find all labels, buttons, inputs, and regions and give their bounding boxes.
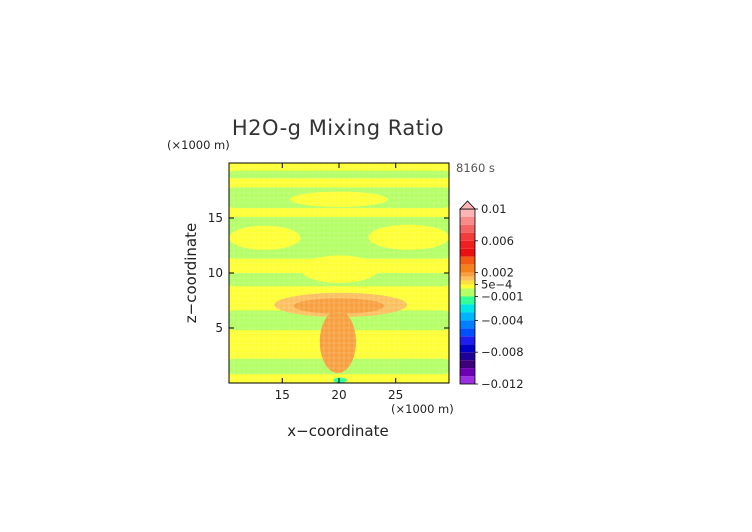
colorbar-tick-label: 0.006 — [481, 234, 514, 248]
colorbar-tick-label: −0.004 — [481, 313, 524, 327]
colorbar-level — [460, 320, 475, 329]
time-label: 8160 s — [456, 161, 495, 175]
colorbar-level — [460, 344, 475, 353]
colorbar-level — [460, 272, 475, 277]
colorbar-level — [460, 256, 475, 265]
colorbar-level — [460, 264, 475, 273]
y-tick-label: 5 — [215, 321, 223, 335]
colorbar-level — [460, 280, 475, 285]
colorbar-level — [460, 336, 475, 345]
x-tick-label: 15 — [275, 388, 290, 402]
colorbar-level — [460, 296, 475, 305]
x-axis: 15 20 25 — [275, 163, 403, 402]
colorbar-tick-label: 0.01 — [481, 202, 507, 216]
colorbar-level — [460, 312, 475, 321]
x-tick-label: 25 — [388, 388, 403, 402]
field-region-yellow-lens-middle-right — [368, 224, 449, 250]
colorbar-level — [460, 376, 475, 384]
colorbar-level — [460, 368, 475, 377]
y-tick-label: 10 — [208, 266, 223, 280]
field-region-orange-column — [319, 310, 357, 374]
colorbar-extend-triangle — [459, 200, 476, 210]
field-region-yellow-lens-lower — [300, 255, 379, 283]
colorbar-level — [460, 304, 475, 313]
field-region-orange-anvil-core — [293, 298, 385, 314]
field-regions — [229, 170, 449, 383]
field-grid-texture — [229, 163, 449, 383]
colorbar-tick-label: 0.002 — [481, 266, 514, 280]
colorbar-level — [460, 232, 475, 241]
colorbar-level — [460, 352, 475, 361]
colorbar-tick-label: −0.001 — [481, 290, 524, 304]
y-axis: 5 10 15 — [208, 211, 449, 335]
colorbar-level — [460, 284, 475, 289]
colorbar-level — [460, 328, 475, 337]
x-axis-label: x−coordinate — [287, 422, 388, 440]
y-tick-label: 15 — [208, 211, 223, 225]
colorbar-level — [460, 209, 475, 217]
chart-title: H2O-g Mixing Ratio — [232, 116, 444, 140]
field-region-yellow-lens-middle-left — [229, 225, 301, 250]
colorbar-level — [460, 216, 475, 225]
colorbar-tick-label: −0.008 — [481, 345, 524, 359]
colorbar-tick-label: −0.012 — [481, 377, 524, 391]
colorbar-level — [460, 248, 475, 257]
y-axis-label: z−coordinate — [182, 223, 200, 323]
plot-area — [229, 163, 449, 383]
colorbar-level — [460, 288, 475, 297]
x-axis-unit: (×1000 m) — [391, 402, 454, 416]
colorbar-level — [460, 224, 475, 233]
x-tick-label: 20 — [331, 388, 346, 402]
colorbar-level — [460, 240, 475, 249]
field-region-green-band-top — [229, 170, 449, 179]
colorbar-level — [460, 276, 475, 281]
y-axis-unit: (×1000 m) — [167, 138, 230, 152]
colorbar-tick-label: 5e−4 — [481, 278, 512, 292]
field-region-yellow-lens-upper — [290, 191, 388, 207]
field-region-cyan-surface-spot — [333, 377, 347, 383]
colorbar-level — [460, 360, 475, 369]
